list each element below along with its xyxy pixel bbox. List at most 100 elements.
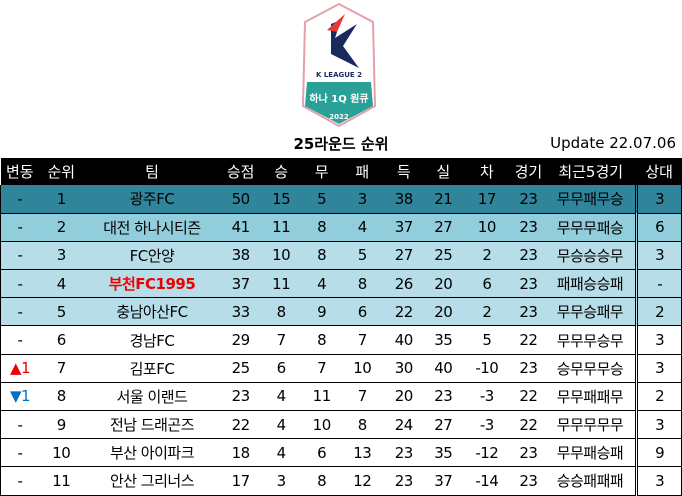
- recent-cell: 무무무패승: [544, 213, 637, 242]
- l-cell: 6: [341, 297, 383, 327]
- table-row: -5 충남아산FC 33 8 9 6 22 20 2 23 무무승패무 2: [0, 297, 682, 327]
- ga-cell: 40: [425, 354, 462, 383]
- table-row: -6 경남FC 29 7 8 7 40 35 5 22 무무무승무 3: [0, 325, 682, 355]
- l-cell: 4: [341, 213, 383, 242]
- team-cell: 경남FC: [83, 325, 221, 355]
- change-cell: -: [0, 269, 39, 299]
- rel-cell: 6: [635, 213, 682, 242]
- recent-cell: 패패승승패: [544, 269, 637, 299]
- rank-cell: 7: [39, 354, 84, 383]
- w-cell: 6: [260, 354, 302, 383]
- change-cell: -: [0, 213, 39, 242]
- w-cell: 8: [260, 297, 302, 327]
- rel-cell: 3: [635, 241, 682, 271]
- change-cell: -: [0, 325, 39, 355]
- rank-cell: 11: [39, 466, 84, 496]
- column-header: 무: [301, 158, 342, 185]
- gf-cell: 38: [382, 185, 426, 214]
- rel-cell: 9: [635, 438, 682, 468]
- table-row: -11 안산 그리너스 17 3 8 12 23 37 -14 23 승승패패패 3: [0, 466, 682, 496]
- gd-cell: -3: [461, 410, 513, 440]
- rank-cell: 1: [39, 185, 84, 214]
- column-header: 상대: [636, 158, 682, 185]
- table-row: -9 전남 드래곤즈 22 4 10 8 24 27 -3 22 무무무무무 3: [0, 410, 682, 440]
- d-cell: 9: [301, 297, 342, 327]
- table-row: -1 광주FC 50 15 5 3 38 21 17 23 무무패무승 3: [0, 185, 682, 214]
- rel-cell: 3: [635, 466, 682, 496]
- page-title: 25라운드 순위: [293, 135, 389, 153]
- change-cell: -: [0, 297, 39, 327]
- table-row: -4 부천FC1995 37 11 4 8 26 20 6 23 패패승승패 -: [0, 269, 682, 299]
- ga-cell: 35: [425, 325, 462, 355]
- rank-cell: 3: [39, 241, 84, 271]
- gd-cell: 10: [461, 213, 513, 242]
- recent-cell: 무무패무승: [544, 185, 637, 214]
- rank-cell: 5: [39, 297, 84, 327]
- pts-cell: 18: [220, 438, 261, 468]
- d-cell: 8: [301, 241, 342, 271]
- gp-cell: 22: [512, 410, 545, 440]
- change-cell: -: [0, 241, 39, 271]
- table-row: ▼1 8 서울 이랜드 23 4 11 7 20 23 -3 22 무무패패무 2: [0, 382, 682, 412]
- team-cell: 안산 그리너스: [83, 466, 221, 496]
- recent-cell: 승승패패패: [544, 466, 637, 496]
- w-cell: 4: [260, 438, 302, 468]
- ga-cell: 21: [425, 185, 462, 214]
- table-row: ▲1 7 김포FC 25 6 7 10 30 40 -10 23 승무무무승 3: [0, 354, 682, 383]
- change-cell: ▲1: [0, 354, 39, 383]
- rank-cell: 6: [39, 325, 84, 355]
- ga-cell: 37: [425, 466, 462, 496]
- gf-cell: 40: [382, 325, 426, 355]
- pts-cell: 29: [220, 325, 261, 355]
- gp-cell: 22: [512, 382, 545, 412]
- pts-cell: 37: [220, 269, 261, 299]
- rel-cell: 3: [635, 325, 682, 355]
- pts-cell: 25: [220, 354, 261, 383]
- ga-cell: 20: [425, 269, 462, 299]
- column-header: 순위: [39, 158, 84, 185]
- gd-cell: 17: [461, 185, 513, 214]
- ga-cell: 23: [425, 382, 462, 412]
- team-cell: 서울 이랜드: [83, 382, 221, 412]
- ga-cell: 27: [425, 213, 462, 242]
- rel-cell: 3: [635, 354, 682, 383]
- gf-cell: 23: [382, 466, 426, 496]
- table-row: -2 대전 하나시티즌 41 11 8 4 37 27 10 23 무무무패승 6: [0, 213, 682, 242]
- w-cell: 15: [260, 185, 302, 214]
- pts-cell: 22: [220, 410, 261, 440]
- team-cell: 부산 아이파크: [83, 438, 221, 468]
- column-header: 승점: [220, 158, 261, 185]
- column-header: 최근5경기: [544, 158, 637, 185]
- k-league-2-logo: K LEAGUE 2 하나 1Q 원큐 2022: [301, 2, 377, 128]
- ga-cell: 20: [425, 297, 462, 327]
- change-cell: -: [0, 410, 39, 440]
- gp-cell: 23: [512, 269, 545, 299]
- d-cell: 6: [301, 438, 342, 468]
- gf-cell: 24: [382, 410, 426, 440]
- pts-cell: 23: [220, 382, 261, 412]
- column-header: 팀: [83, 158, 221, 185]
- pts-cell: 38: [220, 241, 261, 271]
- column-header: 승: [260, 158, 302, 185]
- gp-cell: 22: [512, 325, 545, 355]
- column-header: 차: [461, 158, 513, 185]
- gd-cell: -10: [461, 354, 513, 383]
- d-cell: 10: [301, 410, 342, 440]
- recent-cell: 무무무승무: [544, 325, 637, 355]
- gf-cell: 30: [382, 354, 426, 383]
- pts-cell: 41: [220, 213, 261, 242]
- rank-cell: 8: [39, 382, 84, 412]
- gf-cell: 22: [382, 297, 426, 327]
- gp-cell: 23: [512, 438, 545, 468]
- ga-cell: 27: [425, 410, 462, 440]
- standings-table: 변동 순위 팀 승점 승 무 패 득 실 차 경기 최근5경기 상대 -1 광주FC 50 15 5 3 38 21 1…: [0, 158, 682, 496]
- gp-cell: 23: [512, 354, 545, 383]
- gd-cell: 2: [461, 241, 513, 271]
- rank-cell: 2: [39, 213, 84, 242]
- table-row: -10 부산 아이파크 18 4 6 13 23 35 -12 23 무무패승패 9: [0, 438, 682, 468]
- rel-cell: -: [635, 269, 682, 299]
- d-cell: 5: [301, 185, 342, 214]
- pts-cell: 17: [220, 466, 261, 496]
- w-cell: 3: [260, 466, 302, 496]
- gd-cell: -3: [461, 382, 513, 412]
